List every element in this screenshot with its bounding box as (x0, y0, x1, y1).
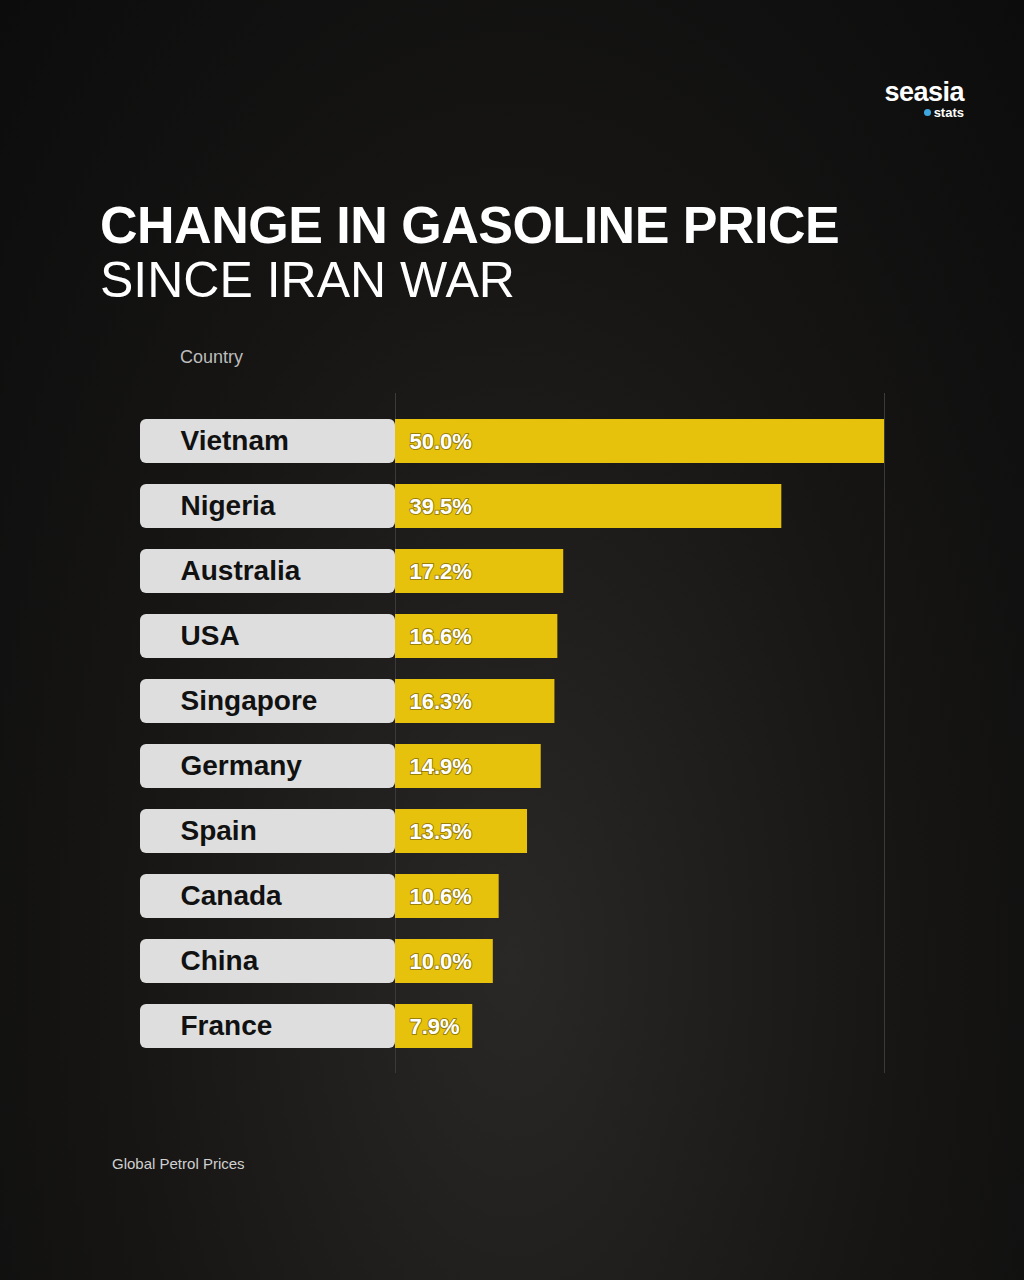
svg-text:Singapore: Singapore (181, 685, 318, 716)
svg-text:10.0%: 10.0% (410, 949, 472, 974)
html-text:seasia: seasia (884, 77, 964, 107)
html-text:Global Petrol Prices: Global Petrol Prices (112, 1155, 245, 1172)
svg-text:China: China (181, 945, 259, 976)
svg-text:Australia: Australia (181, 555, 301, 586)
svg-text:Nigeria: Nigeria (181, 490, 276, 521)
html-text:Country: Country (180, 347, 243, 367)
svg-text:16.6%: 16.6% (410, 624, 472, 649)
html-text:stats: stats (933, 105, 964, 120)
svg-text:17.2%: 17.2% (410, 559, 472, 584)
svg-text:Spain: Spain (181, 815, 257, 846)
svg-text:14.9%: 14.9% (410, 754, 472, 779)
svg-text:50.0%: 50.0% (410, 429, 472, 454)
svg-text:39.5%: 39.5% (410, 494, 472, 519)
html-text:SINCE IRAN WAR: SINCE IRAN WAR (100, 252, 515, 308)
svg-text:13.5%: 13.5% (410, 819, 472, 844)
svg-text:7.9%: 7.9% (410, 1014, 460, 1039)
html-text:CHANGE IN GASOLINE PRICE: CHANGE IN GASOLINE PRICE (100, 196, 840, 254)
svg-text:Germany: Germany (181, 750, 303, 781)
svg-text:16.3%: 16.3% (410, 689, 472, 714)
svg-text:USA: USA (181, 620, 240, 651)
svg-text:France: France (181, 1010, 273, 1041)
svg-text:Vietnam: Vietnam (181, 425, 289, 456)
svg-text:10.6%: 10.6% (410, 884, 472, 909)
svg-text:Canada: Canada (181, 880, 283, 911)
